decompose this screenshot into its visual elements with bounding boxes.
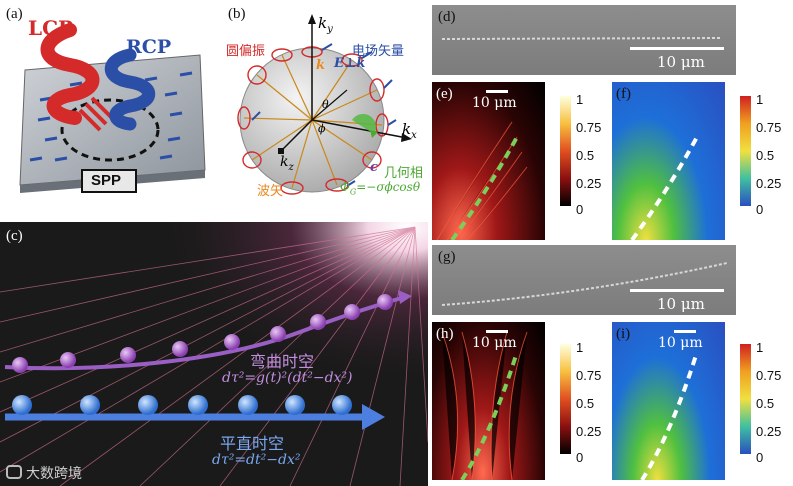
scale-bar-i bbox=[674, 330, 696, 333]
scale-text-g: 10 μm bbox=[657, 295, 705, 313]
e-field-label: 电场矢量 bbox=[352, 44, 405, 59]
scale-bar-e bbox=[486, 90, 508, 93]
phase-formula: ΦG=−σϕcosθ bbox=[340, 180, 421, 197]
spp-ring bbox=[60, 98, 160, 162]
colorbar-e-tick: 0.25 bbox=[576, 176, 602, 191]
panel-b: (b) ky bbox=[222, 0, 428, 200]
curved-metric-equation: dτ²=g(t)²(dt²−dx²) bbox=[222, 370, 353, 386]
panel-a-label: (a) bbox=[6, 6, 23, 22]
colorbar-e bbox=[560, 96, 571, 206]
scale-bar-d bbox=[630, 47, 724, 50]
ky-label: ky bbox=[318, 14, 333, 35]
flat-metric-equation: dτ²=dt²−dx² bbox=[212, 452, 301, 468]
panel-h-label: (h) bbox=[436, 326, 454, 342]
flat-particles bbox=[12, 395, 352, 415]
theta-label: θ bbox=[322, 98, 329, 111]
colorbar-h-tick: 1 bbox=[576, 340, 584, 355]
panel-d-label: (d) bbox=[438, 9, 456, 25]
panel-h: (h) 10 μm bbox=[432, 322, 545, 480]
colorbar-i-tick: 0.25 bbox=[756, 424, 782, 439]
phi-label: ϕ bbox=[318, 122, 326, 135]
scale-bar-g bbox=[630, 289, 724, 292]
scale-text-d: 10 μm bbox=[657, 53, 705, 71]
wave-vector-label: 波矢 bbox=[257, 184, 284, 199]
kz-label: kz bbox=[280, 154, 294, 173]
trajectory-overlay-f bbox=[630, 136, 699, 240]
colorbar-h-tick: 0.75 bbox=[576, 368, 602, 383]
panel-b-label: (b) bbox=[228, 6, 246, 22]
straight-nanostructure bbox=[441, 37, 723, 40]
spp-label: SPP bbox=[91, 172, 122, 189]
curved-nanostructure bbox=[441, 262, 728, 306]
colorbar-i-tick: 0 bbox=[756, 450, 764, 465]
momentum-sphere bbox=[237, 14, 412, 195]
curved-trajectory bbox=[4, 295, 406, 371]
colorbar-i-tick: 0.75 bbox=[756, 368, 782, 383]
colorbar-f-tick: 0.25 bbox=[756, 176, 782, 191]
lcp-label: LCP bbox=[28, 16, 74, 40]
spp-schematic bbox=[19, 23, 206, 193]
rcp-helix bbox=[104, 48, 156, 131]
e-perp-k-label: E⊥k bbox=[334, 56, 366, 71]
panel-e-label: (e) bbox=[436, 86, 453, 102]
spp-box bbox=[81, 169, 137, 193]
panel-g-label: (g) bbox=[438, 249, 456, 265]
colorbar-e-tick: 0 bbox=[576, 202, 584, 217]
panel-e: (e) 10 μm bbox=[432, 82, 545, 240]
k-label: k bbox=[316, 58, 326, 73]
nanoslit-array bbox=[29, 71, 193, 162]
colorbar-h-tick: 0.5 bbox=[576, 396, 595, 411]
red-slits bbox=[78, 96, 114, 132]
panel-c-label: (c) bbox=[6, 228, 23, 244]
geometric-phase-region bbox=[352, 113, 377, 134]
panel-i: (i) 10 μm bbox=[612, 322, 725, 480]
rcp-label: RCP bbox=[126, 36, 172, 58]
colorbar-f-tick: 0.5 bbox=[756, 148, 775, 163]
kx-label: kx bbox=[402, 120, 417, 141]
lcp-helix bbox=[40, 23, 100, 125]
colorbar-f-tick: 0.75 bbox=[756, 120, 782, 135]
curved-spacetime-label: 弯曲时空 bbox=[250, 352, 315, 371]
trajectory-overlay-i bbox=[640, 351, 699, 480]
kx-axis bbox=[311, 119, 408, 139]
geometric-phase-label: 几何相 bbox=[384, 166, 424, 181]
kz-axis bbox=[281, 119, 313, 151]
curved-particles bbox=[12, 294, 393, 373]
colorbar-i-tick: 0.5 bbox=[756, 396, 775, 411]
flat-spacetime-label: 平直时空 bbox=[220, 434, 285, 453]
colorbar-h-tick: 0 bbox=[576, 450, 584, 465]
c-label: c bbox=[370, 160, 378, 175]
colorbar-f-tick: 0 bbox=[756, 202, 764, 217]
watermark-logo-icon bbox=[6, 465, 22, 479]
e-field-arrows bbox=[251, 43, 397, 187]
trajectory-overlay-h bbox=[460, 351, 519, 480]
scale-bar-h bbox=[486, 330, 508, 333]
scale-text-e: 10 μm bbox=[472, 95, 517, 111]
panel-i-label: (i) bbox=[616, 326, 631, 342]
colorbar-e-tick: 1 bbox=[576, 92, 584, 107]
panel-a: (a) LCP RCP SPP bbox=[0, 0, 220, 200]
colorbar-h-tick: 0.25 bbox=[576, 424, 602, 439]
colorbar-i bbox=[740, 344, 751, 454]
colorbar-h bbox=[560, 344, 571, 454]
panel-f-label: (f) bbox=[616, 86, 631, 102]
spacetime-grid bbox=[0, 226, 428, 486]
scale-text-i: 10 μm bbox=[658, 335, 703, 351]
colorbar-f-tick: 1 bbox=[756, 92, 764, 107]
colorbar-e-tick: 0.75 bbox=[576, 120, 602, 135]
scale-text-h: 10 μm bbox=[472, 335, 517, 351]
panel-g: (g) 10 μm bbox=[432, 245, 736, 315]
panel-f: (f) bbox=[612, 82, 725, 240]
colorbar-i-tick: 1 bbox=[756, 340, 764, 355]
panel-d: (d) 10 μm bbox=[432, 5, 736, 75]
panel-c: (c) 弯曲时空 dτ²=g(t)²(dt²−dx²) 平直时空 dτ²=dt²… bbox=[0, 222, 428, 486]
trajectory-overlay-e bbox=[450, 136, 519, 240]
polarization-circles bbox=[237, 46, 389, 195]
colorbar-e-tick: 0.5 bbox=[576, 148, 595, 163]
spacetime-illustration bbox=[0, 222, 428, 486]
colorbar-f bbox=[740, 96, 751, 206]
watermark: 大数跨境 bbox=[26, 465, 82, 481]
circular-polarization-label: 圆偏振 bbox=[226, 44, 266, 59]
